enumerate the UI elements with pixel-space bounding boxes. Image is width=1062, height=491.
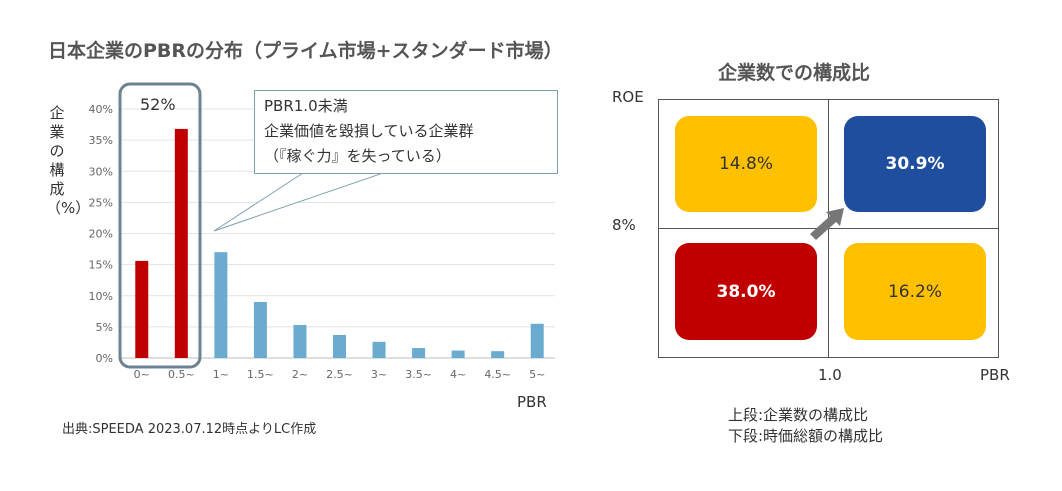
roe-threshold-label: 8%: [612, 216, 636, 234]
x-tick-label: 2.5~: [326, 368, 353, 381]
x-axis-label: PBR: [517, 393, 547, 411]
x-tick-label: 5~: [529, 368, 545, 381]
x-tick-label: 1~: [213, 368, 229, 381]
quadrant-bottom-left: 38.0%: [675, 243, 817, 340]
y-tick-label: 20%: [89, 228, 113, 241]
y-tick-label: 5%: [96, 321, 113, 334]
x-tick-label: 1.5~: [247, 368, 274, 381]
x-tick-label: 4.5~: [484, 368, 511, 381]
x-tick-label: 3~: [371, 368, 387, 381]
x-tick-label: 4~: [450, 368, 466, 381]
x-tick-label: 3.5~: [405, 368, 432, 381]
x-tick-label: 0.5~: [168, 368, 195, 381]
bar: [174, 128, 188, 358]
bar: [253, 301, 267, 358]
matrix-title: 企業数での構成比: [718, 62, 871, 84]
legend-line-1: 上段:企業数の構成比: [728, 406, 869, 424]
y-tick-label: 10%: [89, 290, 113, 303]
bar: [530, 323, 544, 358]
quadrant-bottom-right: 16.2%: [844, 243, 986, 340]
legend-line-2: 下段:時価総額の構成比: [728, 427, 884, 445]
y-tick-label: 35%: [89, 134, 113, 147]
bar: [214, 252, 228, 358]
callout-line-2: 企業価値を毀損している企業群: [264, 122, 474, 140]
highlight-percentage: 52%: [140, 95, 176, 114]
source-note: 出典:SPEEDA 2023.07.12時点よりLC作成: [62, 422, 317, 437]
arrow-icon: [810, 208, 844, 240]
quadrant-top-right: 30.9%: [844, 116, 986, 212]
matrix-legend: 上段:企業数の構成比 下段:時価総額の構成比: [728, 405, 883, 447]
quadrant-top-left: 14.8%: [675, 116, 817, 212]
callout-line-3: （『稼ぐ力』を失っている）: [264, 147, 451, 165]
roe-axis-label: ROE: [612, 88, 644, 106]
y-tick-label: 25%: [89, 196, 113, 209]
y-tick-label: 40%: [89, 103, 113, 116]
pbr-axis-label: PBR: [980, 366, 1010, 384]
pbr-threshold-label: 1.0: [818, 366, 842, 384]
callout-box: PBR1.0未満 企業価値を毀損している企業群 （『稼ぐ力』を失っている）: [254, 90, 558, 174]
bar: [293, 325, 307, 358]
bar: [451, 350, 465, 358]
bar: [333, 334, 346, 358]
chart-title: 日本企業のPBRの分布（プライム市場+スタンダード市場）: [48, 40, 563, 62]
callout-line-1: PBR1.0未満: [264, 97, 348, 115]
bar-chart: 0% 5% 10% 15% 20% 25% 30% 35% 40% 0~ 0.5~ 1~ 1.5~ 2~…: [89, 82, 555, 381]
highlight-box: [118, 82, 202, 369]
y-tick-label: 0%: [96, 352, 113, 365]
x-tick-label: 0~: [134, 368, 150, 381]
bar: [372, 341, 386, 358]
bar: [491, 351, 505, 358]
y-tick-label: 30%: [89, 165, 113, 178]
x-tick-label: 2~: [292, 368, 308, 381]
bar: [412, 348, 426, 358]
y-tick-label: 15%: [89, 259, 113, 272]
bar: [135, 260, 149, 358]
